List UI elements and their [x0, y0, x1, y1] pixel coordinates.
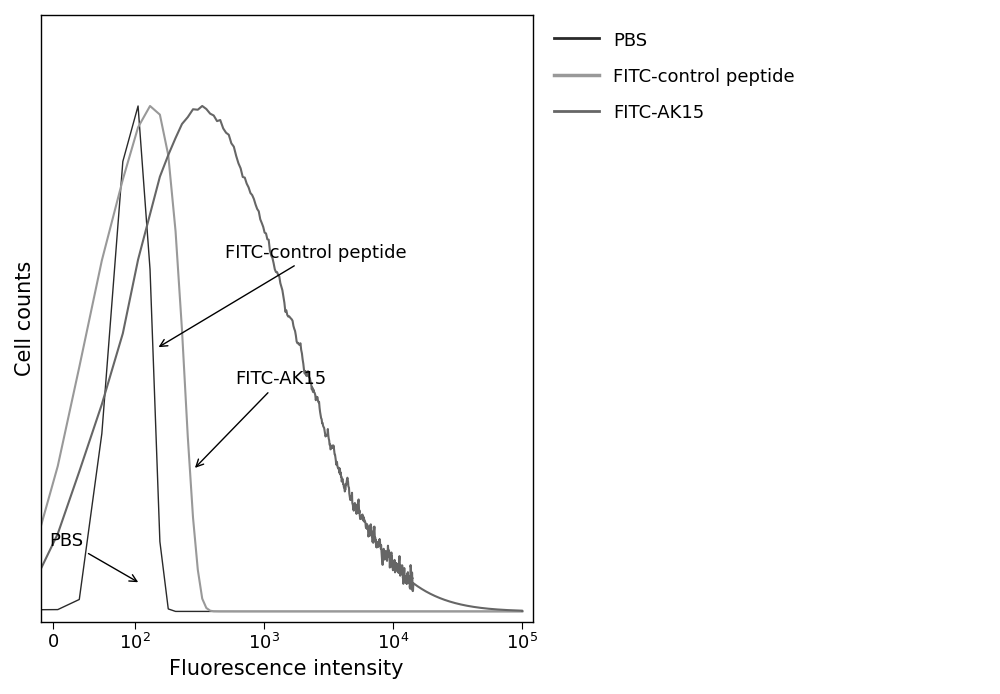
Legend: PBS, FITC-control peptide, FITC-AK15: PBS, FITC-control peptide, FITC-AK15 [547, 24, 802, 129]
X-axis label: Fluorescence intensity: Fluorescence intensity [169, 659, 404, 679]
FITC-control peptide [475, 607, 487, 616]
PBS [475, 607, 487, 616]
FITC-control peptide [144, 102, 156, 110]
FITC-control peptide [498, 607, 510, 616]
FITC-AK15 [468, 602, 480, 611]
FITC-control peptide [516, 607, 528, 616]
FITC-AK15 [498, 606, 510, 614]
Line: FITC-control peptide: FITC-control peptide [36, 106, 522, 611]
FITC-control peptide [30, 539, 42, 547]
PBS [469, 607, 481, 616]
FITC-control peptide [468, 607, 480, 616]
Y-axis label: Cell counts: Cell counts [15, 261, 35, 376]
Line: PBS: PBS [36, 106, 522, 611]
FITC-AK15 [30, 574, 42, 582]
Text: PBS: PBS [49, 532, 137, 582]
PBS [515, 607, 527, 616]
Text: FITC-control peptide: FITC-control peptide [160, 244, 407, 346]
FITC-control peptide [512, 607, 524, 616]
FITC-AK15 [469, 603, 481, 611]
FITC-AK15 [512, 607, 524, 615]
PBS [132, 102, 144, 110]
PBS [468, 607, 480, 616]
FITC-AK15 [475, 604, 487, 612]
PBS [30, 606, 42, 614]
FITC-control peptide [469, 607, 481, 616]
PBS [498, 607, 510, 616]
FITC-AK15 [516, 607, 528, 615]
Line: FITC-AK15: FITC-AK15 [36, 106, 522, 611]
Text: FITC-AK15: FITC-AK15 [196, 370, 327, 467]
PBS [512, 607, 524, 616]
PBS [248, 607, 260, 616]
PBS [516, 607, 528, 616]
FITC-control peptide [515, 607, 527, 616]
FITC-AK15 [196, 102, 208, 110]
FITC-AK15 [515, 607, 527, 615]
FITC-control peptide [301, 607, 313, 616]
